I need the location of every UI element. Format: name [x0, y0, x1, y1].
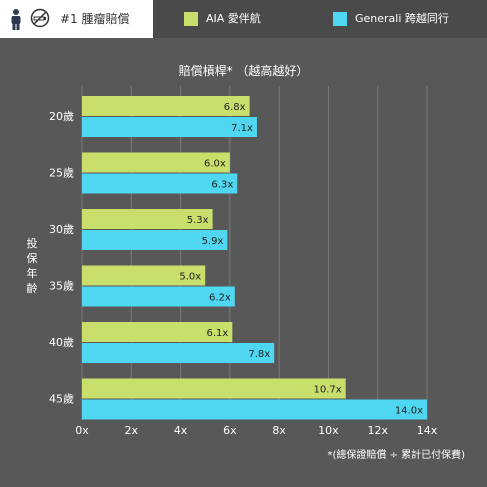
data-label: 6.0x — [204, 159, 226, 170]
bar — [82, 399, 427, 420]
bar — [82, 209, 213, 229]
data-label: 5.9x — [202, 236, 224, 247]
data-label: 6.2x — [209, 293, 231, 304]
bar — [82, 117, 257, 137]
data-label: 5.0x — [179, 272, 201, 283]
y-tick-label: 20歲 — [49, 109, 74, 123]
tab-label: #1 腫瘤賠償 — [60, 12, 130, 26]
bar — [82, 152, 230, 173]
footnote: *(總保證賠償 ÷ 累計已付保費) — [327, 450, 465, 461]
category-tab[interactable]: #1 腫瘤賠償 — [0, 0, 153, 38]
bar — [82, 378, 346, 399]
data-label: 14.0x — [395, 406, 423, 417]
x-tick-label: 8x — [272, 424, 286, 437]
bar — [82, 286, 235, 307]
x-tick-label: 10x — [318, 424, 339, 437]
x-tick-label: 0x — [75, 424, 89, 437]
legend-label-aia: AIA 愛伴航 — [206, 12, 261, 25]
no-smoking-icon — [30, 8, 50, 28]
person-icon — [11, 9, 21, 30]
bar — [82, 173, 238, 194]
y-tick-label: 40歲 — [49, 335, 74, 349]
y-tick-label: 35歲 — [49, 279, 74, 293]
bar — [82, 343, 275, 363]
bar — [82, 322, 233, 342]
x-tick-label: 2x — [125, 424, 139, 437]
chart-title: 賠償槓桿* （越高越好） — [178, 64, 309, 78]
legend-swatch-aia — [184, 12, 198, 26]
header-bar: #1 腫瘤賠償 AIA 愛伴航 Generali 跨越同行 — [0, 0, 487, 38]
data-label: 7.1x — [231, 123, 253, 134]
bar — [82, 265, 206, 286]
y-tick-label: 25歲 — [49, 166, 74, 180]
data-label: 5.3x — [187, 215, 209, 226]
legend-label-generali: Generali 跨越同行 — [355, 12, 449, 25]
bar — [82, 230, 228, 250]
y-axis-label: 投保年齡 — [26, 237, 38, 295]
y-tick-label: 45歲 — [49, 392, 74, 406]
data-label: 10.7x — [313, 385, 341, 396]
x-tick-label: 12x — [367, 424, 388, 437]
data-label: 6.3x — [211, 180, 233, 191]
data-label: 6.8x — [224, 102, 246, 113]
x-tick-label: 6x — [223, 424, 237, 437]
legend-swatch-generali — [333, 12, 347, 26]
x-tick-label: 14x — [417, 424, 438, 437]
data-label: 6.1x — [206, 328, 228, 339]
data-label: 7.8x — [248, 349, 270, 360]
bar — [82, 96, 250, 116]
x-tick-label: 4x — [174, 424, 188, 437]
y-tick-label: 30歲 — [49, 222, 74, 236]
